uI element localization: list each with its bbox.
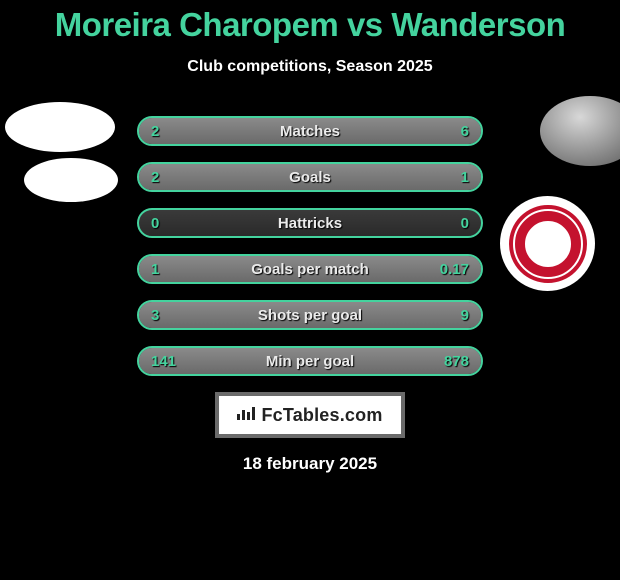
- stat-row: 00Hattricks: [137, 208, 483, 238]
- stat-row: 26Matches: [137, 116, 483, 146]
- comparison-card: Moreira Charopem vs Wanderson Club compe…: [0, 0, 620, 580]
- stat-bars: 26Matches 21Goals 00Hattricks 10.17Goals pe…: [137, 116, 483, 376]
- stats-area: 26Matches 21Goals 00Hattricks 10.17Goals pe…: [0, 116, 620, 376]
- stat-row: 10.17Goals per match: [137, 254, 483, 284]
- stat-label: Goals per match: [139, 261, 481, 278]
- site-branding: FcTables.com: [215, 392, 405, 438]
- stat-row: 141878Min per goal: [137, 346, 483, 376]
- comparison-date: 18 february 2025: [0, 454, 620, 474]
- player-right-avatar: [540, 96, 620, 166]
- stat-label: Shots per goal: [139, 307, 481, 324]
- club-left-badge: [24, 158, 118, 202]
- bar-chart-icon: [237, 406, 255, 425]
- stat-label: Min per goal: [139, 353, 481, 370]
- stat-label: Matches: [139, 123, 481, 140]
- site-name: FcTables.com: [261, 405, 382, 426]
- player-left-avatar: [5, 102, 115, 152]
- comparison-subtitle: Club competitions, Season 2025: [0, 58, 620, 76]
- club-right-badge: [500, 196, 595, 291]
- stat-label: Goals: [139, 169, 481, 186]
- stat-row: 39Shots per goal: [137, 300, 483, 330]
- stat-row: 21Goals: [137, 162, 483, 192]
- comparison-title: Moreira Charopem vs Wanderson: [0, 6, 620, 44]
- stat-label: Hattricks: [139, 215, 481, 232]
